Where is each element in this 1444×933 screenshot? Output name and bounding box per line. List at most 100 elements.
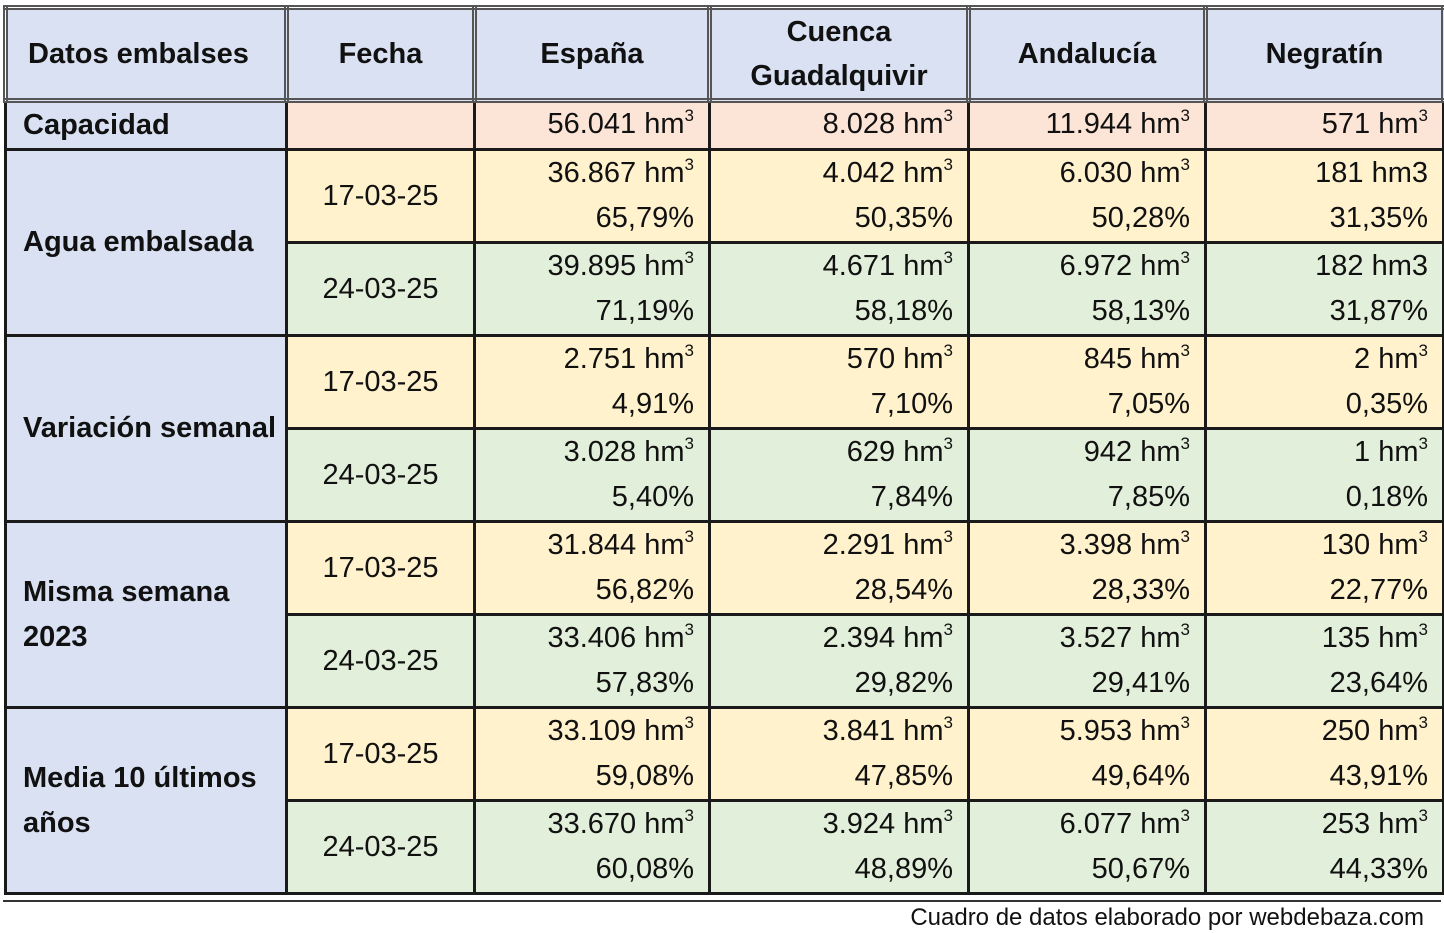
percentage: 31,35% <box>1329 202 1428 234</box>
percentage: 7,85% <box>1107 481 1190 513</box>
value-cell: 135 hm3 23,64% <box>1204 613 1444 709</box>
volume-line: 135 hm3 <box>1207 616 1428 661</box>
volume-line: 3.398 hm3 <box>970 523 1190 568</box>
unit-exponent: 3 <box>943 106 953 125</box>
value-cell: 36.867 hm3 65,79% <box>473 148 711 244</box>
volume: 3.527 hm <box>1059 622 1181 654</box>
percentage: 28,54% <box>854 574 953 606</box>
value-cell: 5.953 hm3 49,64% <box>967 706 1207 802</box>
percentage: 58,18% <box>854 295 953 327</box>
value-cell: 39.895 hm3 71,19% <box>473 241 711 337</box>
percentage: 23,64% <box>1329 667 1428 699</box>
volume-line: 6.972 hm3 <box>970 244 1190 289</box>
table-row: 24-03-25 3.028 hm3 5,40% 629 hm3 7,84% 942 hm… <box>6 427 1444 523</box>
volume: 4.671 hm <box>822 250 944 282</box>
value-cell: 3.398 hm3 28,33% <box>967 520 1207 616</box>
unit-exponent: 3 <box>684 106 694 125</box>
percentage: 0,35% <box>1345 388 1428 420</box>
table-row: Variación semanal 17-03-25 2.751 hm3 4,91% 5… <box>4 334 1444 523</box>
volume-line: 8.028 hm3 <box>711 103 953 145</box>
volume-line: 2.751 hm3 <box>476 337 694 382</box>
table-row: Agua embalsada 17-03-25 36.867 hm3 65,79% 4.… <box>4 148 1444 337</box>
volume-line: 629 hm3 <box>711 430 953 475</box>
unit-exponent: 3 <box>1418 806 1428 825</box>
table-row: Media 10 últimos años 17-03-25 33.109 hm3 5… <box>4 706 1444 895</box>
column-header: Datos embalses <box>3 5 289 103</box>
unit-exponent: 3 <box>1418 527 1428 546</box>
date-cell: 24-03-25 <box>285 427 476 523</box>
unit-exponent: 3 <box>1418 106 1428 125</box>
volume-line: 3.028 hm3 <box>476 430 694 475</box>
volume: 2.291 hm <box>822 529 944 561</box>
value-cell: 130 hm3 22,77% <box>1204 520 1444 616</box>
value-cell: 181 hm3 31,35% <box>1204 148 1444 244</box>
column-header: Fecha <box>284 5 477 103</box>
group-label: Agua embalsada <box>4 148 288 337</box>
volume: 250 hm <box>1321 715 1419 747</box>
unit-exponent: 3 <box>1418 341 1428 360</box>
column-header: Cuenca Guadalquivir <box>707 5 971 103</box>
volume: 4.042 hm <box>822 157 944 189</box>
table-row: 24-03-25 33.406 hm3 57,83% 2.394 hm3 29,82% 3… <box>6 613 1444 709</box>
value-cell: 845 hm3 7,05% <box>967 334 1207 430</box>
volume: 135 hm <box>1321 622 1419 654</box>
date-cell: 17-03-25 <box>285 148 476 244</box>
volume-line: 6.077 hm3 <box>970 802 1190 847</box>
volume-line: 181 hm3 <box>1207 151 1428 196</box>
value-cell: 942 hm3 7,85% <box>967 427 1207 523</box>
value-cell: 33.406 hm3 57,83% <box>473 613 711 709</box>
value-cell: 6.077 hm3 50,67% <box>967 799 1207 895</box>
volume: 181 hm3 <box>1315 157 1428 189</box>
volume-line: 2.394 hm3 <box>711 616 953 661</box>
value-cell: 6.972 hm3 58,13% <box>967 241 1207 337</box>
value-cell: 571 hm3 <box>1204 99 1444 151</box>
value-cell: 3.028 hm3 5,40% <box>473 427 711 523</box>
volume: 1 hm <box>1354 436 1419 468</box>
unit-exponent: 3 <box>943 713 953 732</box>
value-cell: 2.291 hm3 28,54% <box>708 520 970 616</box>
date-cell: 24-03-25 <box>285 613 476 709</box>
unit-exponent: 3 <box>943 806 953 825</box>
value-cell: 2.751 hm3 4,91% <box>473 334 711 430</box>
volume: 2 hm <box>1354 343 1419 375</box>
percentage: 56,82% <box>595 574 694 606</box>
volume: 2.751 hm <box>563 343 685 375</box>
volume: 6.030 hm <box>1059 157 1181 189</box>
volume: 629 hm <box>846 436 944 468</box>
unit-exponent: 3 <box>1180 106 1190 125</box>
volume-line: 570 hm3 <box>711 337 953 382</box>
bottom-divider <box>3 900 1441 902</box>
unit-exponent: 3 <box>684 434 694 453</box>
volume: 36.867 hm <box>547 157 685 189</box>
table-row: 24-03-25 33.670 hm3 60,08% 3.924 hm3 48,89% 6… <box>6 799 1444 895</box>
percentage: 7,84% <box>870 481 953 513</box>
value-cell: 629 hm3 7,84% <box>708 427 970 523</box>
reservoir-data-table: Datos embalses Fecha España Cuenca Guadalqu… <box>3 5 1444 895</box>
source-credit: Cuadro de datos elaborado por webdebaza.… <box>910 904 1424 931</box>
header-row: Datos embalses Fecha España Cuenca Guadalqu… <box>3 5 1444 103</box>
volume: 2.394 hm <box>822 622 944 654</box>
percentage: 48,89% <box>854 853 953 885</box>
empty-date-cell <box>285 99 476 151</box>
percentage: 50,28% <box>1091 202 1190 234</box>
value-cell: 33.109 hm3 59,08% <box>473 706 711 802</box>
percentage: 4,91% <box>611 388 694 420</box>
volume-line: 56.041 hm3 <box>476 103 694 145</box>
capacity-row: Capacidad 56.041 hm3 8.028 hm3 11.944 hm3 57… <box>4 99 1444 151</box>
value-cell: 182 hm3 31,87% <box>1204 241 1444 337</box>
value-cell: 3.527 hm3 29,41% <box>967 613 1207 709</box>
value-cell: 6.030 hm3 50,28% <box>967 148 1207 244</box>
date-cell: 17-03-25 <box>285 520 476 616</box>
volume-line: 845 hm3 <box>970 337 1190 382</box>
row-label: Capacidad <box>4 99 288 151</box>
volume: 571 hm <box>1321 108 1419 140</box>
date-cell: 24-03-25 <box>285 241 476 337</box>
column-header: Negratín <box>1203 5 1444 103</box>
volume-line: 11.944 hm3 <box>970 103 1190 145</box>
volume-line: 182 hm3 <box>1207 244 1428 289</box>
volume: 56.041 hm <box>547 108 685 140</box>
value-cell: 33.670 hm3 60,08% <box>473 799 711 895</box>
volume: 130 hm <box>1321 529 1419 561</box>
volume: 39.895 hm <box>547 250 685 282</box>
unit-exponent: 3 <box>684 527 694 546</box>
